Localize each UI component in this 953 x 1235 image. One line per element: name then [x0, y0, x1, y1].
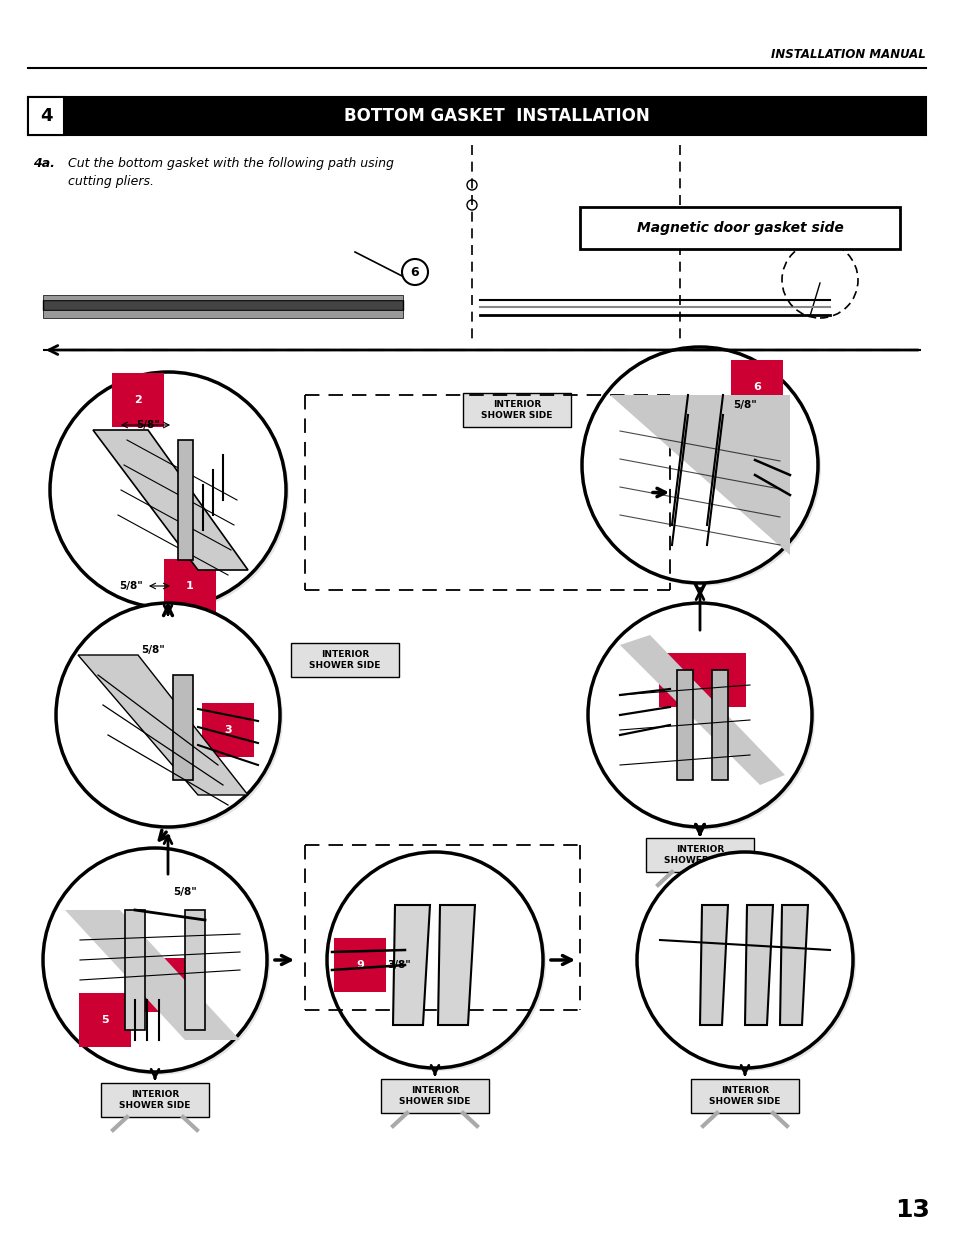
Text: 6: 6: [752, 382, 760, 391]
Circle shape: [587, 603, 811, 827]
Text: 3/8": 3/8": [387, 960, 411, 969]
Circle shape: [401, 259, 428, 285]
Text: 3: 3: [224, 725, 232, 735]
Text: 7: 7: [680, 676, 688, 685]
Text: 6: 6: [410, 266, 419, 279]
Circle shape: [330, 855, 545, 1071]
FancyBboxPatch shape: [43, 295, 402, 300]
Text: BOTTOM GASKET  INSTALLATION: BOTTOM GASKET INSTALLATION: [344, 107, 649, 125]
Circle shape: [53, 375, 289, 611]
Polygon shape: [780, 905, 807, 1025]
Text: Cut the bottom gasket with the following path using
cutting pliers.: Cut the bottom gasket with the following…: [68, 157, 394, 188]
Text: 5/8": 5/8": [136, 420, 160, 430]
Polygon shape: [185, 910, 205, 1030]
FancyBboxPatch shape: [380, 1079, 489, 1113]
Text: INSTALLATION MANUAL: INSTALLATION MANUAL: [770, 48, 925, 62]
Text: 5: 5: [101, 1015, 109, 1025]
Circle shape: [581, 347, 817, 583]
Circle shape: [327, 852, 542, 1068]
FancyBboxPatch shape: [101, 1083, 209, 1116]
Text: 13: 13: [894, 1198, 929, 1221]
FancyBboxPatch shape: [43, 310, 402, 317]
Polygon shape: [677, 671, 692, 781]
Text: 5/8": 5/8": [119, 580, 143, 592]
Polygon shape: [65, 910, 240, 1040]
Text: INTERIOR
SHOWER SIDE: INTERIOR SHOWER SIDE: [309, 650, 380, 671]
Polygon shape: [744, 905, 772, 1025]
FancyBboxPatch shape: [113, 619, 222, 653]
Polygon shape: [700, 905, 727, 1025]
FancyBboxPatch shape: [462, 393, 571, 427]
Circle shape: [43, 848, 267, 1072]
Text: 2: 2: [134, 395, 142, 405]
Circle shape: [59, 606, 283, 830]
Circle shape: [56, 603, 280, 827]
Polygon shape: [619, 635, 784, 785]
Text: INTERIOR
SHOWER SIDE: INTERIOR SHOWER SIDE: [119, 1089, 191, 1110]
Text: 4a.: 4a.: [33, 157, 55, 170]
Circle shape: [590, 606, 814, 830]
Text: Magnetic door gasket side: Magnetic door gasket side: [636, 221, 842, 235]
Text: INTERIOR
SHOWER SIDE: INTERIOR SHOWER SIDE: [481, 400, 552, 420]
FancyBboxPatch shape: [28, 98, 925, 135]
Circle shape: [584, 350, 821, 585]
Polygon shape: [172, 676, 193, 781]
Text: 4: 4: [40, 107, 52, 125]
Polygon shape: [393, 905, 430, 1025]
Circle shape: [639, 855, 855, 1071]
Text: INTERIOR
SHOWER SIDE: INTERIOR SHOWER SIDE: [663, 845, 735, 866]
Circle shape: [46, 851, 270, 1074]
Polygon shape: [178, 440, 193, 559]
FancyBboxPatch shape: [579, 207, 899, 249]
Circle shape: [50, 372, 286, 608]
Polygon shape: [125, 910, 145, 1030]
Polygon shape: [437, 905, 475, 1025]
Text: 1: 1: [186, 580, 193, 592]
Polygon shape: [78, 655, 248, 795]
Polygon shape: [609, 395, 789, 555]
Text: 4: 4: [161, 981, 169, 990]
Text: 5/8": 5/8": [732, 400, 756, 410]
Polygon shape: [92, 430, 248, 571]
FancyBboxPatch shape: [690, 1079, 799, 1113]
Text: INTERIOR
SHOWER SIDE: INTERIOR SHOWER SIDE: [399, 1086, 470, 1107]
FancyBboxPatch shape: [28, 98, 64, 135]
Text: 9: 9: [355, 960, 363, 969]
FancyBboxPatch shape: [291, 643, 398, 677]
Text: 8: 8: [716, 676, 723, 685]
FancyBboxPatch shape: [43, 300, 402, 310]
Circle shape: [637, 852, 852, 1068]
Text: INTERIOR
SHOWER SIDE: INTERIOR SHOWER SIDE: [709, 1086, 780, 1107]
Text: 5/8": 5/8": [141, 645, 165, 655]
Text: INTERIOR
SHOWER SIDE: INTERIOR SHOWER SIDE: [132, 626, 204, 646]
Text: 5/8": 5/8": [172, 887, 196, 897]
Polygon shape: [711, 671, 727, 781]
FancyBboxPatch shape: [645, 839, 753, 872]
